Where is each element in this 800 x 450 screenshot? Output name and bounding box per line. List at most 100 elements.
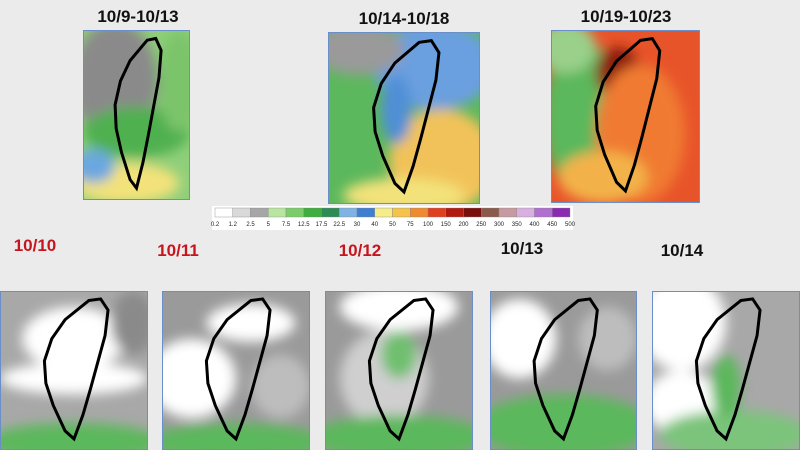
map-panel (83, 30, 190, 200)
map-blobs (162, 303, 310, 450)
colorbar-label: 5 (267, 222, 271, 228)
colorbar-label: 450 (547, 222, 558, 228)
colorbar-cell (321, 207, 340, 218)
period-title: 10/9-10/13 (97, 7, 178, 26)
colorbar-cell (534, 207, 553, 218)
colorbar-label: 22.5 (333, 222, 345, 228)
colorbar-label: 150 (441, 222, 452, 228)
map-panel (490, 291, 637, 450)
precip-area (328, 32, 404, 75)
colorbar-cell (285, 207, 304, 218)
colorbar-label: 7.5 (282, 222, 291, 228)
day-label: 10/14 (661, 241, 704, 260)
colorbar-cell (481, 207, 500, 218)
colorbar: 0.2 1.2 2.5 5 7.5 12.5 17.5 22.5 30 40 50 75 100 150 2… (211, 206, 576, 230)
island-outline (206, 299, 270, 439)
precip-area (711, 354, 741, 419)
colorbar-label: 350 (512, 222, 523, 228)
precip-area (83, 106, 190, 158)
colorbar-cell (232, 207, 251, 218)
map-blobs (652, 291, 800, 450)
colorbar-label: 500 (565, 222, 576, 228)
map-panel (0, 291, 148, 450)
colorbar-cell (268, 207, 287, 218)
map-frame (328, 32, 480, 204)
colorbar-cell (356, 207, 375, 218)
map-field (652, 291, 800, 450)
colorbar-label: 12.5 (298, 222, 310, 228)
precip-area (22, 306, 126, 371)
map-field (551, 30, 700, 203)
island-outline (696, 299, 760, 439)
map-panel (328, 32, 480, 204)
colorbar-cell (463, 207, 482, 218)
map-panel (162, 291, 310, 450)
colorbar-cell (392, 207, 411, 218)
map-frame (83, 30, 190, 200)
precip-area (652, 291, 726, 371)
colorbar-label: 300 (494, 222, 505, 228)
precip-area (381, 330, 417, 379)
map-panel (652, 291, 800, 450)
colorbar-label: 0.2 (211, 222, 220, 228)
colorbar-label: 50 (389, 222, 396, 228)
colorbar-label: 75 (407, 222, 414, 228)
precip-area (490, 394, 637, 450)
colorbar-cell (250, 207, 269, 218)
colorbar-cell (516, 207, 535, 218)
precip-area (381, 75, 412, 144)
map-field (490, 291, 637, 450)
day-label: 10/10 (14, 236, 57, 255)
map-field (83, 30, 190, 200)
colorbar-cell (427, 207, 446, 218)
island-outline (369, 299, 433, 439)
precip-area (83, 149, 116, 183)
colorbar-label: 200 (458, 222, 469, 228)
colorbar-cell (445, 207, 464, 218)
island-outline (374, 41, 439, 192)
island-outline (44, 299, 108, 439)
precip-area (558, 151, 648, 203)
island-outline (534, 299, 597, 439)
colorbar-cell (214, 207, 233, 218)
colorbar-label: 1.2 (229, 222, 238, 228)
colorbar-label: 400 (529, 222, 540, 228)
map-blobs (328, 32, 480, 204)
precip-area (325, 415, 473, 450)
precip-area (162, 338, 236, 419)
colorbar-cell (552, 207, 571, 218)
precip-area (157, 30, 190, 132)
precip-area (250, 354, 310, 419)
maps (0, 30, 800, 450)
precip-area (111, 291, 148, 355)
day-label: 10/12 (339, 241, 382, 260)
precip-area (206, 303, 296, 342)
map-panel (325, 291, 473, 450)
colorbar-label: 2.5 (246, 222, 255, 228)
period-title: 10/19-10/23 (581, 7, 672, 26)
island-outline (115, 39, 161, 189)
map-blobs (551, 30, 686, 203)
map-field (328, 32, 480, 204)
precip-area (578, 306, 637, 371)
colorbar-label: 30 (354, 222, 361, 228)
precip-area (551, 30, 596, 74)
map-panel (551, 30, 700, 203)
colorbar-cell (498, 207, 517, 218)
map-frame (551, 30, 700, 203)
period-title: 10/14-10/18 (359, 9, 450, 28)
precip-area (0, 362, 148, 395)
colorbar-cell (410, 207, 429, 218)
map-field (325, 291, 473, 450)
day-label: 10/13 (501, 239, 544, 258)
colorbar-cell (339, 207, 358, 218)
map-blobs (490, 298, 637, 450)
colorbar-label: 17.5 (316, 222, 328, 228)
colorbar-label: 250 (476, 222, 487, 228)
map-field (0, 291, 148, 450)
colorbar-cell (374, 207, 393, 218)
island-outline (596, 39, 660, 191)
day-label: 10/11 (157, 241, 199, 260)
colorbar-label: 100 (423, 222, 434, 228)
precip-area (490, 298, 557, 379)
